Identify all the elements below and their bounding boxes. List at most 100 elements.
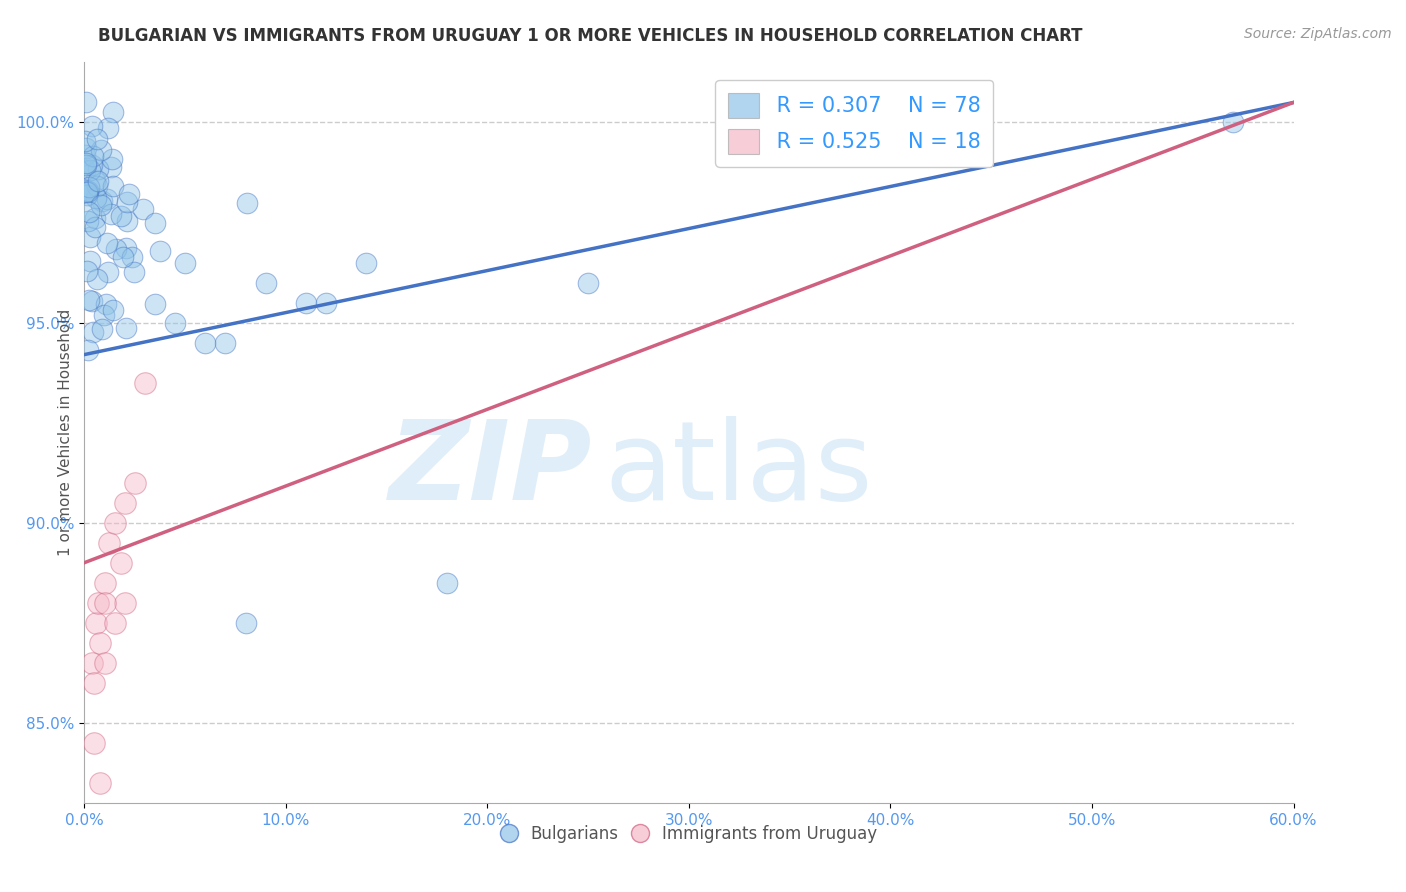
Point xyxy=(93,308,115,322)
Point xyxy=(118,186,141,201)
Point xyxy=(77,293,100,308)
Point xyxy=(89,636,111,650)
Point xyxy=(89,776,111,790)
Point xyxy=(100,160,122,174)
Text: BULGARIAN VS IMMIGRANTS FROM URUGUAY 1 OR MORE VEHICLES IN HOUSEHOLD CORRELATION: BULGARIAN VS IMMIGRANTS FROM URUGUAY 1 O… xyxy=(98,27,1083,45)
Point xyxy=(87,161,110,176)
Point xyxy=(124,475,146,490)
Point xyxy=(103,303,125,318)
Point xyxy=(315,295,337,310)
Point xyxy=(97,535,120,549)
Point xyxy=(75,95,97,110)
Point xyxy=(79,163,101,178)
Point xyxy=(83,675,105,690)
Point xyxy=(96,235,118,250)
Point xyxy=(114,241,136,255)
Point xyxy=(79,254,101,268)
Point xyxy=(86,615,108,630)
Point xyxy=(122,265,145,279)
Point xyxy=(75,183,97,197)
Point xyxy=(86,174,108,188)
Point xyxy=(235,615,257,630)
Point xyxy=(76,343,98,357)
Point xyxy=(82,149,104,163)
Point xyxy=(114,596,136,610)
Point xyxy=(134,376,156,390)
Point xyxy=(1222,115,1244,129)
Point xyxy=(214,335,236,350)
Point xyxy=(104,242,127,256)
Text: ZIP: ZIP xyxy=(388,417,592,523)
Point xyxy=(236,196,259,211)
Point xyxy=(576,276,599,290)
Point xyxy=(79,204,101,219)
Point xyxy=(115,195,138,210)
Point xyxy=(82,325,104,339)
Point xyxy=(100,207,122,221)
Point xyxy=(75,148,97,162)
Point xyxy=(110,209,132,223)
Point xyxy=(254,276,277,290)
Point xyxy=(104,516,127,530)
Point xyxy=(436,575,458,590)
Point xyxy=(165,316,187,330)
Y-axis label: 1 or more Vehicles in Household: 1 or more Vehicles in Household xyxy=(58,309,73,557)
Point xyxy=(80,119,103,133)
Point xyxy=(76,264,98,278)
Point xyxy=(149,244,172,258)
Point xyxy=(114,496,136,510)
Point xyxy=(77,214,100,228)
Point xyxy=(76,187,98,202)
Point xyxy=(93,656,115,670)
Text: Source: ZipAtlas.com: Source: ZipAtlas.com xyxy=(1244,27,1392,41)
Point xyxy=(121,250,143,264)
Point xyxy=(75,141,97,155)
Point xyxy=(76,186,98,200)
Point xyxy=(94,297,117,311)
Point xyxy=(79,230,101,244)
Point xyxy=(84,211,107,226)
Point xyxy=(75,134,97,148)
Point xyxy=(87,596,110,610)
Point xyxy=(77,185,100,199)
Point xyxy=(96,193,118,207)
Point xyxy=(194,335,217,350)
Point xyxy=(115,321,138,335)
Point xyxy=(84,174,107,188)
Point xyxy=(97,121,120,136)
Point xyxy=(143,215,166,229)
Point xyxy=(295,295,318,310)
Point xyxy=(356,255,378,269)
Point xyxy=(77,184,100,198)
Point xyxy=(143,297,166,311)
Point xyxy=(86,132,108,146)
Point xyxy=(174,255,197,269)
Point xyxy=(101,104,124,119)
Point xyxy=(90,322,112,336)
Text: atlas: atlas xyxy=(605,417,873,523)
Point xyxy=(90,143,112,157)
Point xyxy=(82,656,104,670)
Point xyxy=(75,157,97,171)
Point xyxy=(90,197,112,211)
Point xyxy=(91,194,114,208)
Point xyxy=(86,191,108,205)
Point xyxy=(132,202,155,216)
Point xyxy=(82,293,104,308)
Point xyxy=(86,271,108,285)
Point xyxy=(75,163,97,178)
Point xyxy=(112,250,135,264)
Point xyxy=(93,575,115,590)
Point xyxy=(101,178,124,193)
Point xyxy=(82,158,104,172)
Point xyxy=(110,556,132,570)
Point xyxy=(100,152,122,166)
Point xyxy=(77,179,100,194)
Legend: Bulgarians, Immigrants from Uruguay: Bulgarians, Immigrants from Uruguay xyxy=(494,819,884,850)
Point xyxy=(86,179,108,194)
Point xyxy=(75,155,97,169)
Point xyxy=(115,213,138,227)
Point xyxy=(97,265,120,279)
Point xyxy=(83,736,105,750)
Point xyxy=(104,615,127,630)
